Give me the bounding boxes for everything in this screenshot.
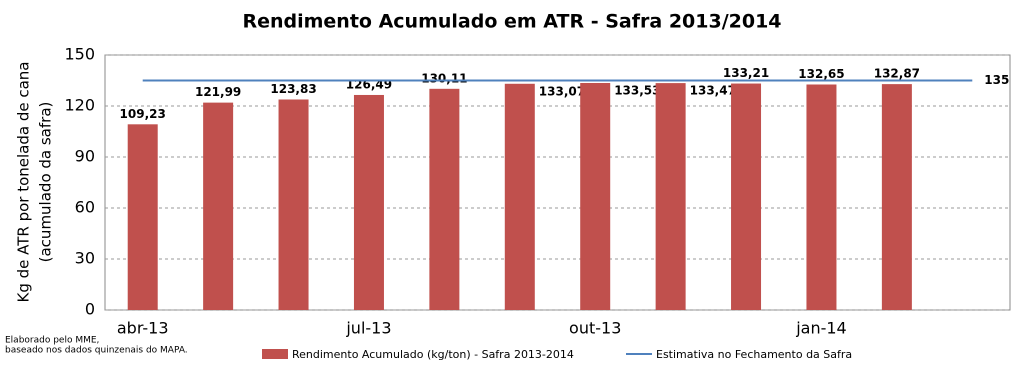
y-tick-label: 150 [64, 45, 95, 64]
bar [881, 84, 912, 310]
y-tick-label: 30 [75, 249, 95, 268]
bar [429, 88, 460, 310]
y-tick-label: 90 [75, 147, 95, 166]
bar [580, 82, 611, 311]
y-axis-title: (acumulado da safra) [37, 102, 55, 263]
data-label: 133,21 [723, 66, 769, 80]
data-label: 123,83 [270, 82, 316, 96]
x-tick-label: out-13 [569, 319, 621, 338]
x-tick-label: abr-13 [117, 319, 169, 338]
bar [731, 83, 762, 310]
x-tick-label: jul-13 [345, 319, 391, 338]
data-label: 133,47 [690, 84, 736, 98]
data-label: 109,23 [120, 107, 166, 121]
bar [353, 94, 384, 310]
y-tick-label: 120 [64, 96, 95, 115]
bar [278, 99, 309, 310]
data-label: 133,07 [539, 84, 585, 98]
y-tick-label: 60 [75, 198, 95, 217]
data-label: 132,87 [874, 67, 920, 81]
data-label: 133,53 [614, 83, 660, 97]
y-axis-title: Kg de ATR por tonelada de cana [15, 61, 33, 302]
bar [203, 102, 234, 310]
legend-label: Estimativa no Fechamento da Safra [656, 348, 852, 361]
legend-swatch [262, 349, 288, 359]
bar [127, 124, 158, 311]
bar [504, 83, 535, 310]
chart-title: Rendimento Acumulado em ATR - Safra 2013… [242, 11, 781, 33]
data-label: 130,11 [421, 71, 467, 85]
bar [655, 83, 686, 310]
y-tick-label: 0 [85, 300, 95, 319]
data-label: 132,65 [798, 67, 844, 81]
data-label: 121,99 [195, 85, 241, 99]
bar [806, 84, 837, 311]
note: Elaborado pelo MME, [5, 336, 99, 346]
note: baseado nos dados quinzenais do MAPA. [5, 346, 188, 356]
data-label: 135 [984, 73, 1009, 87]
x-tick-label: jan-14 [795, 319, 847, 338]
legend-label: Rendimento Acumulado (kg/ton) - Safra 20… [292, 348, 574, 361]
